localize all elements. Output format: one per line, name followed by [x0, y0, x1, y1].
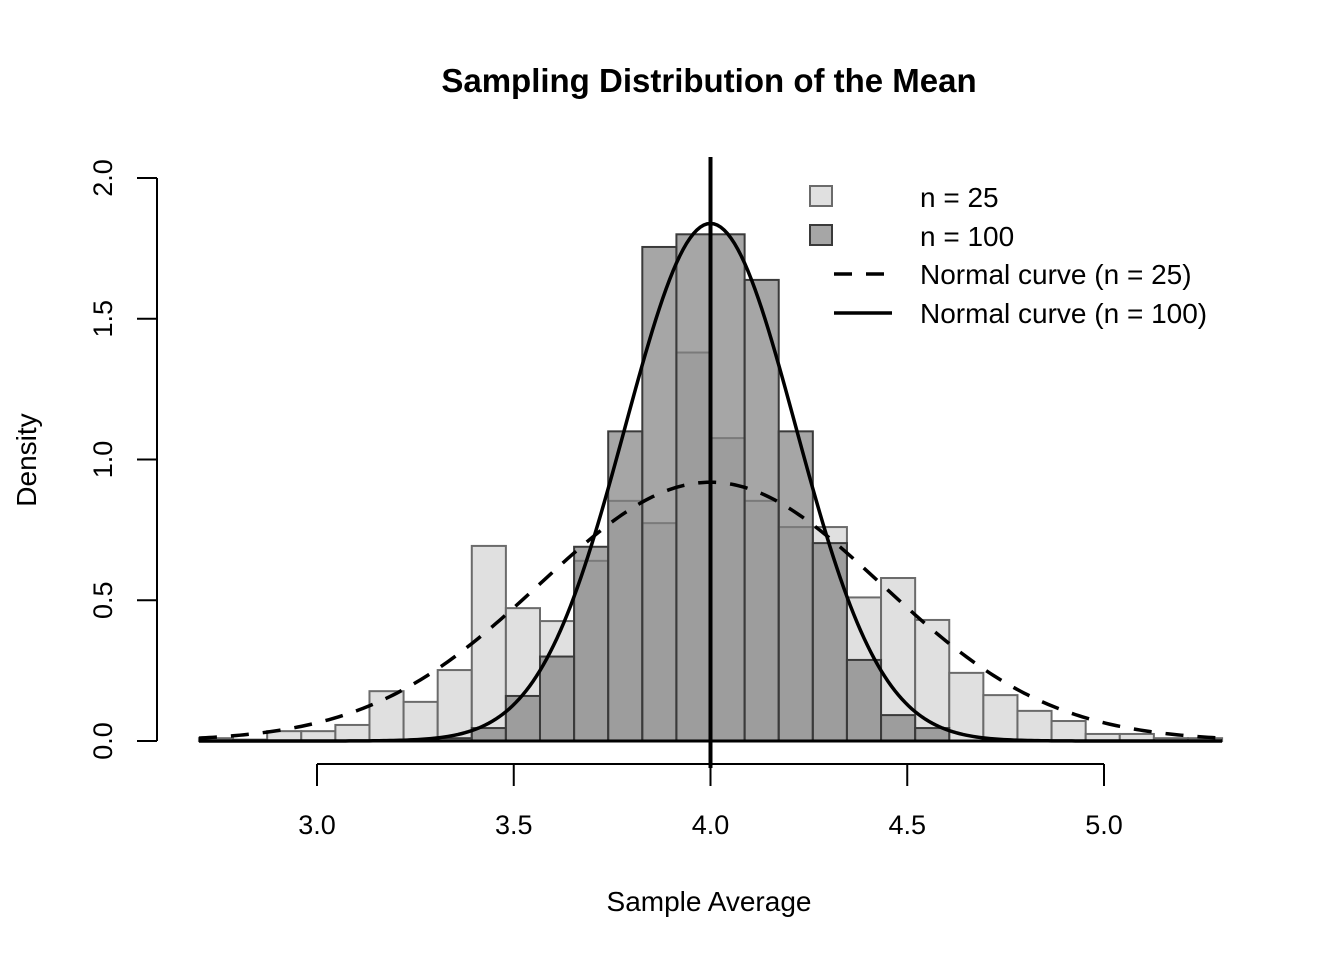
bar-n25-5	[334, 723, 371, 743]
bar-n25-9	[470, 544, 507, 742]
bar-n100-11	[538, 655, 576, 742]
bar-n25-26	[1050, 720, 1087, 742]
bar-n100-14	[641, 245, 678, 742]
legend: n = 25 n = 100 Normal curve (n = 25) Normal…	[809, 182, 1207, 329]
x-tick-label: 5.0	[1085, 810, 1123, 840]
chart-title: Sampling Distribution of the Mean	[441, 62, 976, 99]
bar-n100-15	[675, 233, 712, 743]
x-axis-label: Sample Average	[607, 886, 812, 917]
bar-n25-7	[402, 700, 439, 743]
x-tick-label: 3.5	[495, 810, 533, 840]
legend-label: Normal curve (n = 25)	[920, 259, 1192, 290]
bar-n100-10	[504, 694, 541, 743]
bar-n25-25	[1016, 709, 1053, 743]
bar-n100-18	[777, 430, 814, 742]
x-tick-label: 4.5	[888, 810, 926, 840]
legend-label: n = 100	[920, 221, 1014, 252]
bar-n100-13	[607, 430, 644, 742]
x-tick-label: 4.0	[692, 810, 730, 840]
bar-n100-20	[845, 658, 883, 742]
y-tick-label: 0.5	[88, 581, 118, 619]
legend-label: n = 25	[920, 182, 999, 213]
bar-n100-19	[811, 542, 848, 743]
legend-symbol-box-dark	[809, 224, 833, 246]
y-axis-label: Density	[11, 413, 42, 506]
legend-symbol-box-light	[809, 185, 833, 207]
axes: 3.0 3.5 4.0 4.5 5.0 0.0 0.5 1.0 1.5 2.0	[88, 159, 1123, 840]
y-tick-label: 1.5	[88, 300, 118, 338]
bar-n25-8	[436, 669, 473, 743]
y-tick-label: 1.0	[88, 441, 118, 479]
bar-n100-12	[573, 545, 610, 743]
y-tick-label: 2.0	[88, 159, 118, 197]
x-tick-label: 3.0	[298, 810, 336, 840]
legend-label: Normal curve (n = 100)	[920, 298, 1207, 329]
bar-n25-24	[982, 694, 1019, 742]
y-tick-label: 0.0	[88, 722, 118, 760]
bar-n100-21	[880, 714, 917, 742]
